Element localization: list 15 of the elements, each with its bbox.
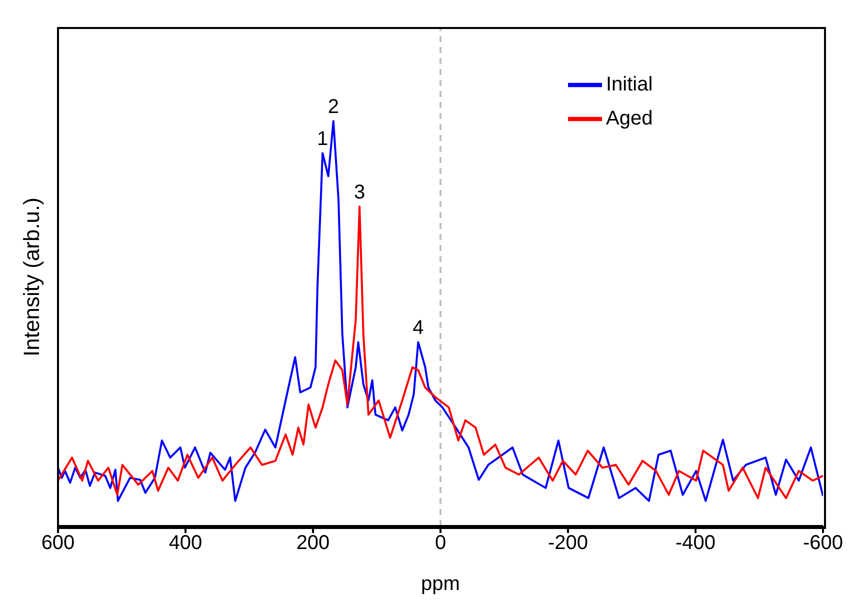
annotation: 3 bbox=[354, 182, 366, 204]
y-axis-title: Intensity (arb.u.) bbox=[19, 198, 45, 356]
legend-label: Aged bbox=[606, 107, 653, 130]
x-tick-label: -600 bbox=[802, 532, 844, 554]
annotation: 4 bbox=[412, 317, 424, 340]
x-tick-label: 0 bbox=[434, 532, 446, 554]
x-tick-label: -400 bbox=[675, 532, 716, 554]
annotation: 2 bbox=[328, 96, 339, 118]
annotation: 1 bbox=[317, 128, 328, 150]
x-tick-label: 400 bbox=[168, 532, 202, 554]
x-tick-label: 200 bbox=[296, 532, 330, 554]
x-tick-label: -200 bbox=[548, 532, 588, 554]
x-tick-label: 600 bbox=[41, 532, 75, 554]
legend-label: Initial bbox=[606, 73, 653, 96]
x-axis-title: ppm bbox=[421, 573, 460, 595]
